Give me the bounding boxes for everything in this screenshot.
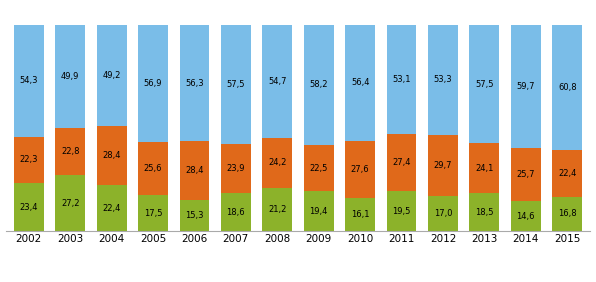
Text: 22,3: 22,3 (20, 155, 38, 164)
Text: 58,2: 58,2 (309, 80, 328, 89)
Text: 17,0: 17,0 (434, 209, 452, 218)
Text: 22,5: 22,5 (309, 164, 328, 173)
Bar (55, 175, 85, 231)
Text: 53,1: 53,1 (392, 75, 411, 84)
Text: 54,3: 54,3 (20, 76, 38, 85)
Bar (97, 185, 126, 231)
Bar (552, 197, 582, 231)
Bar (304, 145, 334, 191)
Bar (97, 25, 126, 126)
Text: 60,8: 60,8 (558, 83, 576, 92)
Text: 54,7: 54,7 (268, 77, 287, 86)
Bar (179, 141, 209, 200)
Bar (511, 148, 541, 201)
Bar (14, 25, 44, 137)
Text: 27,6: 27,6 (351, 165, 370, 174)
Text: 28,4: 28,4 (103, 151, 121, 160)
Bar (221, 193, 251, 231)
Text: 16,8: 16,8 (558, 210, 576, 219)
Bar (138, 142, 168, 195)
Bar (14, 137, 44, 183)
Text: 25,6: 25,6 (144, 164, 162, 173)
Text: 49,2: 49,2 (103, 71, 121, 80)
Bar (552, 150, 582, 197)
Bar (262, 188, 292, 231)
Bar (428, 196, 458, 231)
Text: 16,1: 16,1 (351, 210, 370, 219)
Text: 15,3: 15,3 (185, 211, 204, 220)
Text: 25,7: 25,7 (517, 170, 535, 179)
Bar (345, 25, 375, 141)
Text: 14,6: 14,6 (517, 212, 535, 221)
Bar (262, 138, 292, 188)
Bar (221, 144, 251, 193)
Text: 49,9: 49,9 (61, 72, 79, 81)
Text: 53,3: 53,3 (434, 76, 452, 84)
Bar (470, 25, 499, 143)
Bar (179, 25, 209, 141)
Text: 22,8: 22,8 (61, 147, 79, 156)
Text: 22,4: 22,4 (558, 169, 576, 178)
Text: 27,4: 27,4 (392, 158, 411, 167)
Bar (511, 25, 541, 148)
Text: 56,4: 56,4 (351, 78, 370, 87)
Bar (470, 193, 499, 231)
Bar (428, 25, 458, 135)
Bar (55, 25, 85, 128)
Bar (552, 25, 582, 150)
Text: 18,5: 18,5 (475, 208, 493, 217)
Text: 22,4: 22,4 (103, 204, 121, 213)
Text: 19,5: 19,5 (392, 207, 411, 216)
Bar (511, 201, 541, 231)
Bar (138, 25, 168, 142)
Bar (428, 135, 458, 196)
Bar (14, 183, 44, 231)
Text: 59,7: 59,7 (517, 82, 535, 91)
Bar (55, 128, 85, 175)
Text: 29,7: 29,7 (434, 161, 452, 170)
Bar (345, 141, 375, 198)
Text: 27,2: 27,2 (61, 199, 79, 208)
Text: 21,2: 21,2 (268, 205, 287, 214)
Text: 24,2: 24,2 (268, 158, 287, 167)
Text: 23,9: 23,9 (226, 164, 245, 173)
Text: 57,5: 57,5 (226, 80, 245, 89)
Bar (179, 200, 209, 231)
Text: 24,1: 24,1 (475, 164, 493, 173)
Text: 57,5: 57,5 (475, 80, 493, 89)
Bar (387, 135, 417, 191)
Bar (97, 126, 126, 185)
Text: 56,3: 56,3 (185, 78, 204, 87)
Text: 18,6: 18,6 (226, 208, 245, 217)
Text: 56,9: 56,9 (144, 79, 162, 88)
Bar (262, 25, 292, 138)
Bar (138, 195, 168, 231)
Bar (387, 191, 417, 231)
Text: 23,4: 23,4 (20, 202, 38, 212)
Text: 17,5: 17,5 (144, 209, 162, 218)
Bar (304, 25, 334, 145)
Text: 19,4: 19,4 (309, 207, 328, 216)
Bar (221, 25, 251, 144)
Bar (470, 143, 499, 193)
Bar (304, 191, 334, 231)
Bar (345, 198, 375, 231)
Text: 28,4: 28,4 (185, 166, 204, 175)
Bar (387, 25, 417, 135)
